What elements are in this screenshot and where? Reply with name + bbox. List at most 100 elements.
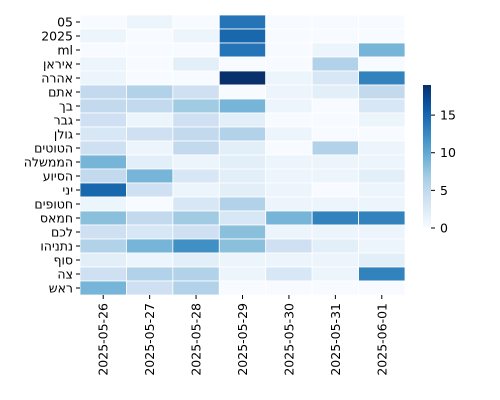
heatmap-cell bbox=[172, 112, 220, 128]
heatmap-cell bbox=[172, 280, 220, 296]
heatmap-cell bbox=[172, 126, 220, 142]
heatmap-cell bbox=[126, 84, 174, 100]
y-tick-label: ml bbox=[57, 43, 73, 58]
heatmap-cell bbox=[79, 266, 127, 282]
y-tick-label: צה bbox=[57, 267, 73, 282]
heatmap-cell bbox=[358, 196, 406, 212]
heatmap-cell bbox=[126, 28, 174, 44]
y-tick-label: אהרה bbox=[41, 71, 73, 86]
y-tick-label: בך bbox=[59, 99, 73, 114]
heatmap-cell bbox=[218, 70, 267, 86]
heatmap-cell bbox=[218, 28, 267, 44]
heatmap-cell bbox=[218, 210, 267, 226]
heatmap-cell bbox=[172, 266, 220, 282]
y-tick-label: חמאס bbox=[40, 211, 73, 226]
heatmap-cell bbox=[311, 238, 359, 254]
heatmap-cell bbox=[311, 140, 359, 156]
x-tick-label: 2025-05-30 bbox=[281, 303, 296, 376]
heatmap-cell bbox=[265, 224, 313, 240]
heatmap-cell bbox=[265, 126, 313, 142]
heatmap-cell bbox=[172, 84, 220, 100]
heatmap-cell bbox=[265, 98, 313, 114]
heatmap-cell bbox=[218, 168, 267, 184]
heatmap-cell bbox=[358, 238, 406, 254]
heatmap-cell bbox=[218, 266, 267, 282]
heatmap-cell bbox=[311, 252, 359, 268]
y-tick-label: נתניהו bbox=[40, 239, 73, 254]
heatmap-cell bbox=[172, 42, 220, 58]
heatmap-cell bbox=[265, 238, 313, 254]
y-tick-label: אתם bbox=[48, 85, 73, 100]
heatmap-cell bbox=[218, 140, 267, 156]
heatmap-cell bbox=[126, 266, 174, 282]
heatmap-cell bbox=[79, 224, 127, 240]
heatmap-cell bbox=[358, 28, 406, 44]
heatmap-cell bbox=[79, 182, 127, 198]
heatmap-cell bbox=[265, 154, 313, 170]
heatmap-cell bbox=[311, 14, 359, 30]
heatmap-cell bbox=[79, 28, 127, 44]
heatmap-cell bbox=[218, 182, 267, 198]
heatmap-cell bbox=[265, 210, 313, 226]
heatmap-cell bbox=[172, 238, 220, 254]
heatmap-cell bbox=[79, 98, 127, 114]
heatmap-cell bbox=[79, 252, 127, 268]
heatmap-cell bbox=[265, 70, 313, 86]
heatmap-cell bbox=[126, 14, 174, 30]
heatmap-cell bbox=[126, 154, 174, 170]
heatmap-cell bbox=[358, 182, 406, 198]
heatmap-cell bbox=[172, 56, 220, 72]
heatmap-cell bbox=[79, 56, 127, 72]
heatmap-cell bbox=[79, 168, 127, 184]
heatmap-cell bbox=[311, 56, 359, 72]
heatmap-cell bbox=[218, 14, 267, 30]
heatmap-cell bbox=[126, 182, 174, 198]
heatmap-cell bbox=[172, 28, 220, 44]
heatmap-cell bbox=[218, 196, 267, 212]
heatmap-cell bbox=[311, 126, 359, 142]
heatmap-cell bbox=[311, 266, 359, 282]
y-tick-label: גולן bbox=[54, 127, 73, 142]
heatmap-cell bbox=[172, 140, 220, 156]
heatmap-cell bbox=[79, 126, 127, 142]
heatmap-cell bbox=[358, 14, 406, 30]
heatmap-cell bbox=[358, 266, 406, 282]
heatmap-cell bbox=[79, 42, 127, 58]
heatmap-cell bbox=[126, 98, 174, 114]
heatmap-cell bbox=[265, 182, 313, 198]
heatmap-cell bbox=[218, 252, 267, 268]
heatmap-cell bbox=[79, 196, 127, 212]
heatmap-cell bbox=[126, 280, 174, 296]
heatmap-cell bbox=[172, 168, 220, 184]
heatmap-cell bbox=[358, 56, 406, 72]
heatmap-cell bbox=[265, 28, 313, 44]
x-tick-label: 2025-05-28 bbox=[189, 303, 204, 376]
colorbar: 0 5 10 15 bbox=[423, 85, 456, 236]
heatmap-cell bbox=[311, 70, 359, 86]
heatmap-cell bbox=[311, 98, 359, 114]
heatmap-cell bbox=[311, 84, 359, 100]
y-tick-label: לכם bbox=[51, 225, 73, 240]
heatmap-cell bbox=[79, 14, 127, 30]
heatmap-cell bbox=[358, 112, 406, 128]
heatmap-cell bbox=[218, 98, 267, 114]
heatmap-cell bbox=[79, 238, 127, 254]
heatmap-cell bbox=[265, 266, 313, 282]
colorbar-tick-label: 10 bbox=[440, 145, 456, 160]
heatmap-cell bbox=[79, 140, 127, 156]
heatmap-cell bbox=[265, 280, 313, 296]
heatmap-cell bbox=[265, 42, 313, 58]
heatmap-cell bbox=[172, 154, 220, 170]
heatmap-cell bbox=[126, 252, 174, 268]
colorbar-gradient bbox=[423, 85, 431, 228]
heatmap-cell bbox=[265, 84, 313, 100]
x-tick-label: 2025-05-27 bbox=[142, 303, 157, 376]
heatmap-cell bbox=[311, 168, 359, 184]
heatmap-cell bbox=[358, 168, 406, 184]
heatmap-cell bbox=[172, 196, 220, 212]
heatmap-cell bbox=[126, 42, 174, 58]
heatmap-cell bbox=[218, 238, 267, 254]
heatmap-cell bbox=[172, 182, 220, 198]
colorbar-tick-label: 0 bbox=[440, 221, 448, 236]
heatmap-cell bbox=[218, 154, 267, 170]
